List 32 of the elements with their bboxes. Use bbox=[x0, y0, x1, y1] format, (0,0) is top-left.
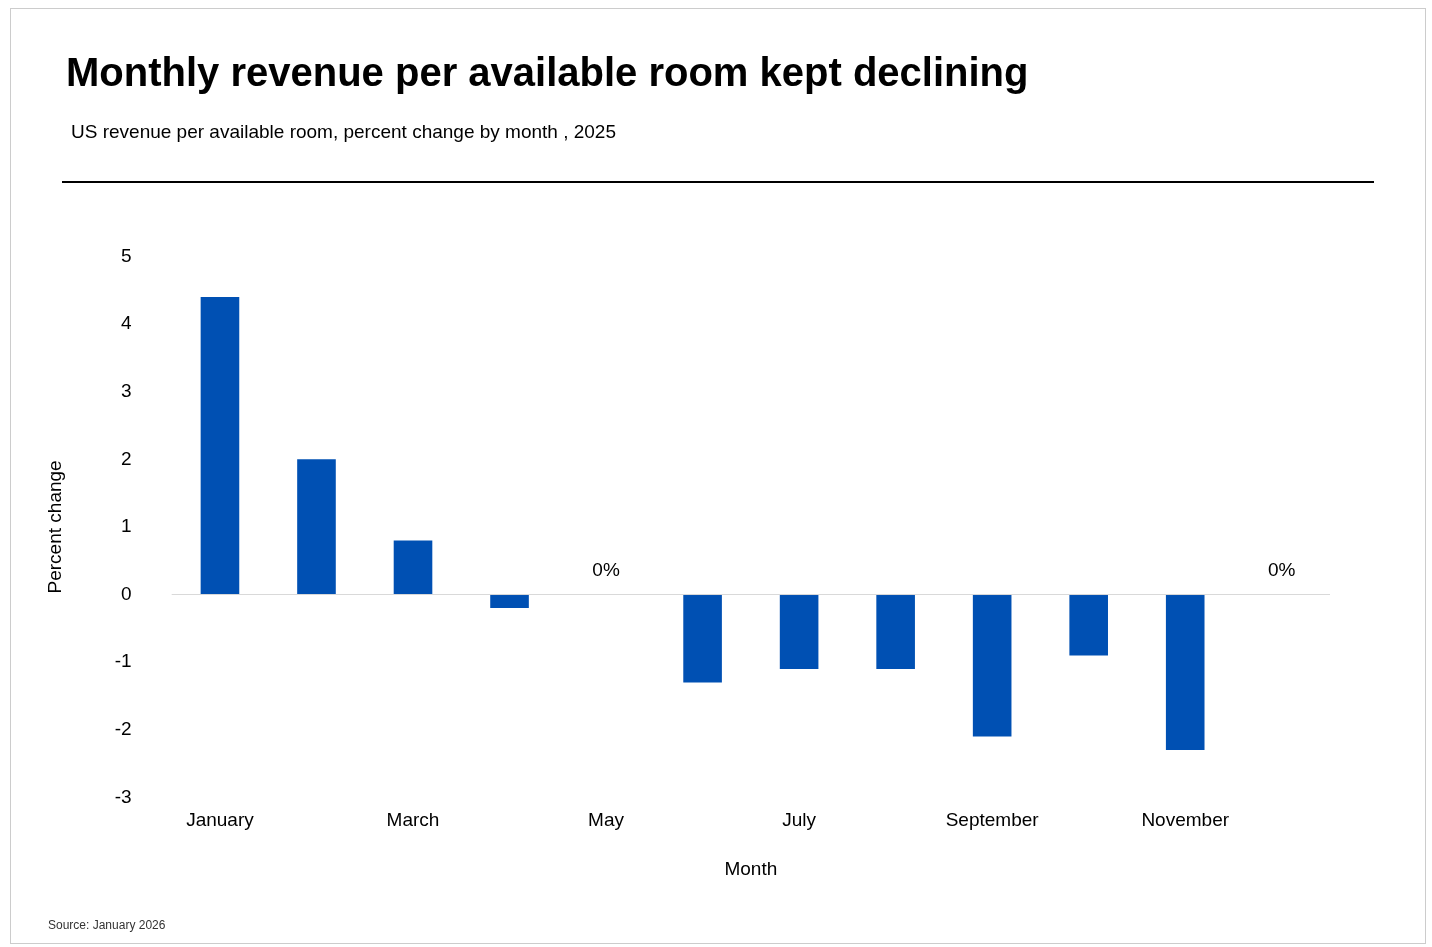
y-tick-label: 2 bbox=[121, 447, 132, 469]
y-tick-label: -2 bbox=[114, 718, 132, 740]
x-tick-label: January bbox=[186, 809, 255, 831]
y-tick-label: -1 bbox=[114, 650, 132, 672]
y-tick-label: 3 bbox=[121, 379, 132, 401]
y-tick-label: 4 bbox=[121, 312, 133, 334]
data-label: 0% bbox=[592, 559, 620, 581]
chart-title: Monthly revenue per available room kept declining bbox=[66, 50, 1029, 95]
bar bbox=[1069, 594, 1108, 656]
x-tick-label: May bbox=[588, 809, 625, 831]
bar bbox=[297, 459, 336, 595]
y-tick-label: 5 bbox=[121, 244, 132, 266]
bar bbox=[779, 594, 819, 669]
y-axis-title: Percent change bbox=[43, 460, 65, 594]
x-tick-label: September bbox=[945, 809, 1040, 831]
y-tick-label: 1 bbox=[121, 515, 132, 537]
bar bbox=[972, 594, 1012, 737]
x-axis-title: Month bbox=[724, 857, 778, 879]
y-tick-label: -3 bbox=[114, 785, 132, 807]
data-label: 0% bbox=[1268, 559, 1296, 581]
bar bbox=[876, 594, 915, 669]
source-note: Source: January 2026 bbox=[48, 918, 166, 932]
bar bbox=[200, 296, 240, 595]
bar bbox=[490, 594, 529, 609]
bar bbox=[683, 594, 722, 683]
x-tick-label: November bbox=[1141, 809, 1230, 831]
x-tick-label: July bbox=[782, 809, 817, 831]
y-tick-label: 0 bbox=[121, 582, 132, 604]
x-tick-label: March bbox=[386, 809, 440, 831]
chart-subtitle: US revenue per available room, percent change by month , 2025 bbox=[71, 121, 616, 143]
bar bbox=[1165, 594, 1205, 751]
bar bbox=[393, 540, 433, 595]
